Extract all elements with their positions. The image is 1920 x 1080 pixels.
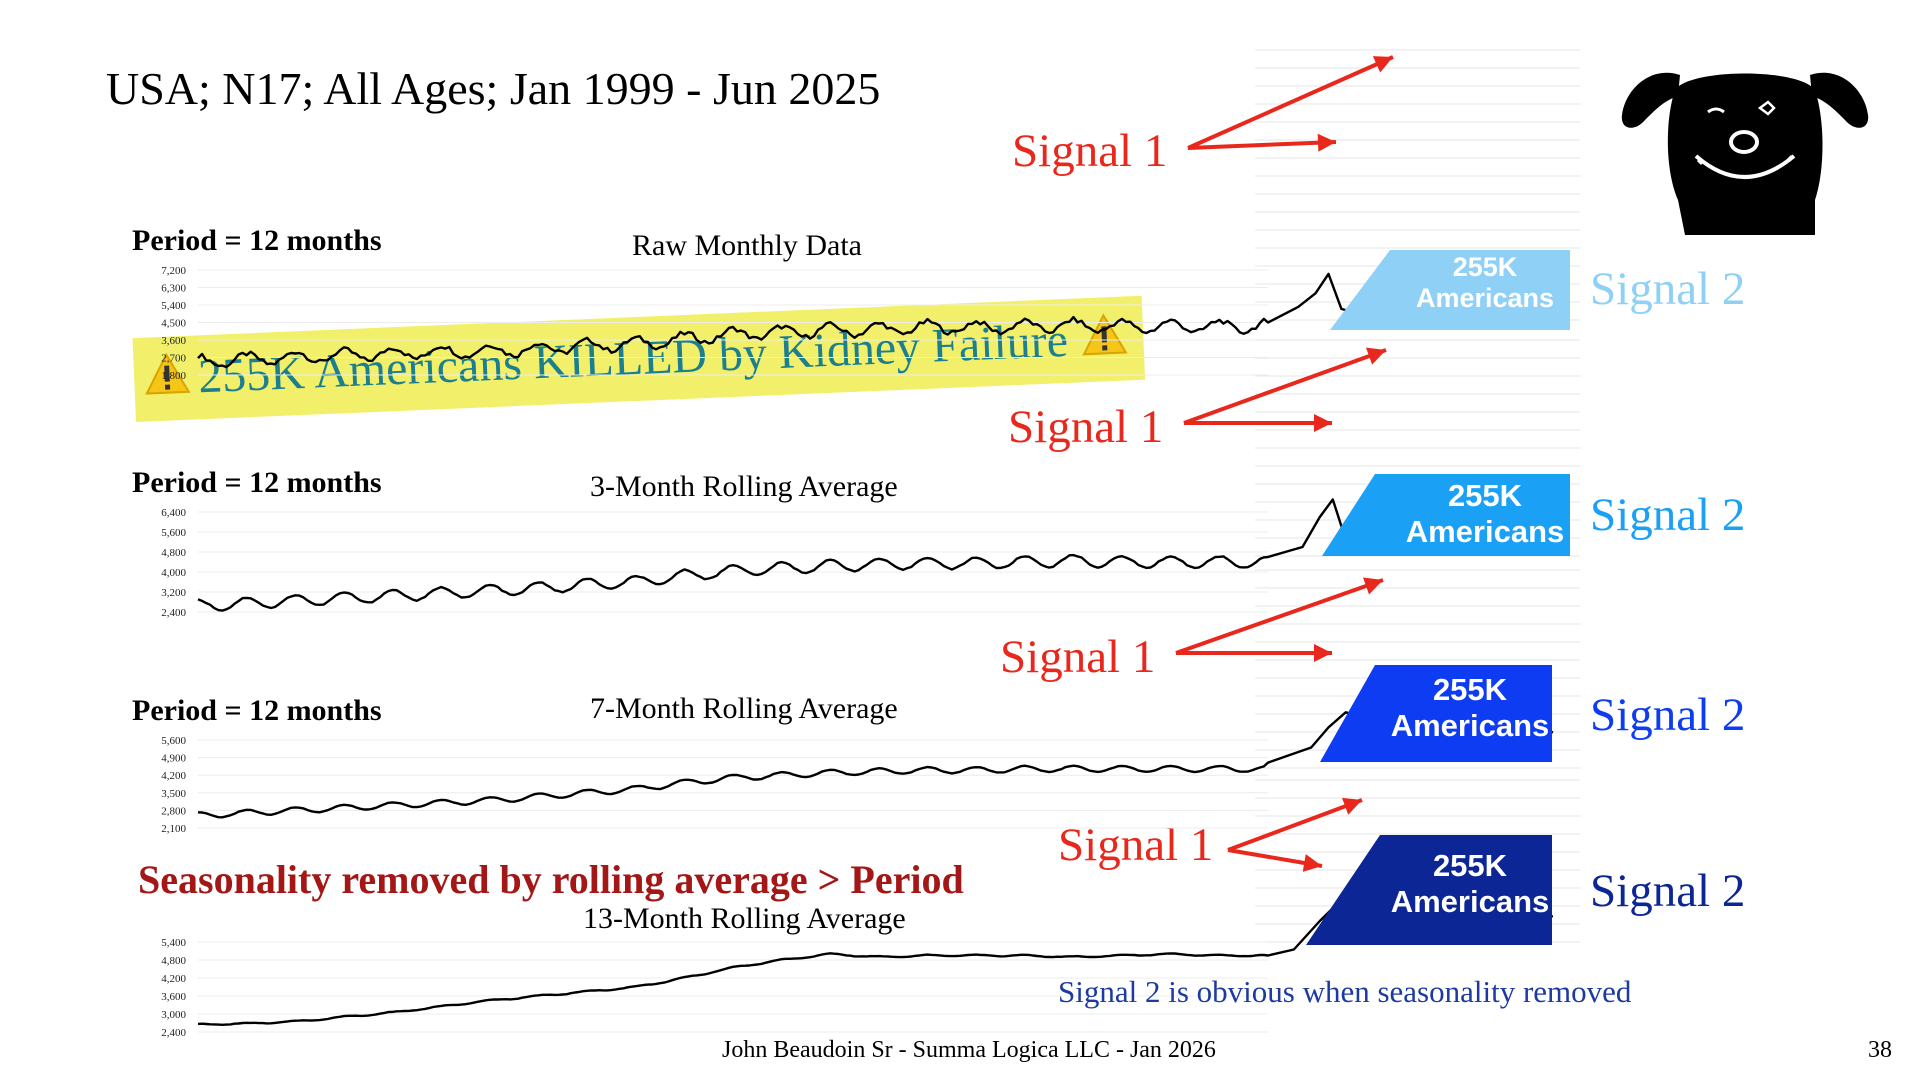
signal1-label: Signal 1 — [1008, 401, 1164, 453]
y-tick-label: 3,200 — [161, 587, 186, 599]
period-label: Period = 12 months — [132, 466, 382, 499]
badge-line1: 255K — [1432, 672, 1508, 707]
badge-line1: 255K — [1432, 848, 1508, 883]
warning-icon — [145, 352, 191, 395]
badge-shape — [1320, 665, 1552, 762]
signal1-arrowhead — [1314, 414, 1332, 432]
y-tick-label: 6,300 — [161, 283, 186, 295]
badge-text: 255K Americans — [1380, 848, 1560, 919]
y-tick-label: 3,000 — [161, 1009, 186, 1021]
period-label: Period = 12 months — [132, 224, 382, 257]
y-tick-label: 7,200 — [161, 265, 186, 277]
footer-credit: John Beaudoin Sr - Summa Logica LLC - Ja… — [722, 1037, 1216, 1063]
badge-line2: Americans — [1390, 883, 1550, 919]
y-tick-label: 4,200 — [161, 973, 186, 985]
y-tick-label: 3,600 — [161, 991, 186, 1003]
signal1-arrow — [1227, 798, 1363, 852]
y-tick-label: 4,900 — [161, 753, 186, 765]
y-tick-label: 4,500 — [161, 318, 186, 330]
signal1-label: Signal 1 — [1012, 125, 1168, 177]
slide-title: USA; N17; All Ages; Jan 1999 - Jun 2025 — [106, 63, 881, 114]
badge-line1: 255K — [1452, 252, 1518, 282]
y-tick-label: 5,400 — [161, 937, 186, 949]
y-tick-label: 4,800 — [161, 955, 186, 967]
badge-line1: 255K — [1447, 478, 1523, 513]
series-line — [197, 263, 1554, 369]
y-tick-label: 3,600 — [161, 335, 186, 347]
signal1-arrowhead — [1314, 644, 1332, 662]
y-tick-label: 2,400 — [161, 1027, 186, 1039]
y-tick-label: 6,400 — [161, 507, 186, 519]
y-tick-label: 4,000 — [161, 567, 186, 579]
signal1-arrowhead — [1341, 797, 1362, 815]
series-line — [197, 478, 1554, 612]
y-tick-label: 4,800 — [161, 547, 186, 559]
chart-title: Raw Monthly Data — [632, 229, 862, 262]
signal2-label: Signal 2 — [1590, 865, 1746, 917]
y-tick-label: 3,500 — [161, 788, 186, 800]
signal1-arrow — [1183, 348, 1387, 425]
y-tick-label: 1,800 — [161, 370, 186, 382]
signal2-note: Signal 2 is obvious when seasonality rem… — [1058, 974, 1632, 1009]
badge-text: 255K Americans — [1380, 672, 1560, 743]
y-tick-label: 2,800 — [161, 805, 186, 817]
signal2-label: Signal 2 — [1590, 263, 1746, 315]
signal1-arrowhead — [1363, 577, 1383, 595]
y-tick-label: 5,600 — [161, 735, 186, 747]
signal1-arrowhead — [1372, 56, 1393, 73]
chart-title: 3-Month Rolling Average — [590, 470, 898, 503]
signal2-label: Signal 2 — [1590, 489, 1746, 541]
page-number: 38 — [1868, 1037, 1892, 1063]
seasonality-note: Seasonality removed by rolling average >… — [138, 857, 964, 902]
signal1-arrowhead — [1366, 347, 1386, 365]
series-line — [197, 883, 1554, 1026]
badge-shape — [1330, 250, 1570, 330]
badge-shape — [1306, 835, 1552, 945]
chart-title: 13-Month Rolling Average — [583, 902, 906, 935]
chart-title: 7-Month Rolling Average — [590, 692, 898, 725]
y-tick-label: 2,400 — [161, 607, 186, 619]
signal1-arrow — [1175, 578, 1384, 655]
badge-line2: Americans — [1415, 283, 1555, 314]
y-tick-label: 5,600 — [161, 527, 186, 539]
y-tick-label: 5,400 — [161, 300, 186, 312]
series-line — [197, 688, 1554, 819]
y-tick-label: 4,200 — [161, 770, 186, 782]
dog-logo — [1621, 72, 1869, 235]
signal1-arrow — [1187, 55, 1394, 150]
signal2-label: Signal 2 — [1590, 689, 1746, 741]
badge-text: 255K Americans — [1400, 252, 1570, 314]
badge-line2: Americans — [1405, 513, 1565, 549]
period-label: Period = 12 months — [132, 694, 382, 727]
signal1-arrowhead — [1317, 133, 1336, 152]
badge-shape — [1322, 474, 1570, 556]
badge-text: 255K Americans — [1395, 478, 1575, 549]
y-tick-label: 2,700 — [161, 353, 186, 365]
badge-line2: Americans — [1390, 707, 1550, 743]
y-tick-label: 2,100 — [161, 823, 186, 835]
signal1-label: Signal 1 — [1000, 631, 1156, 683]
signal1-arrow — [1187, 140, 1337, 150]
signal1-arrowhead — [1302, 854, 1322, 872]
